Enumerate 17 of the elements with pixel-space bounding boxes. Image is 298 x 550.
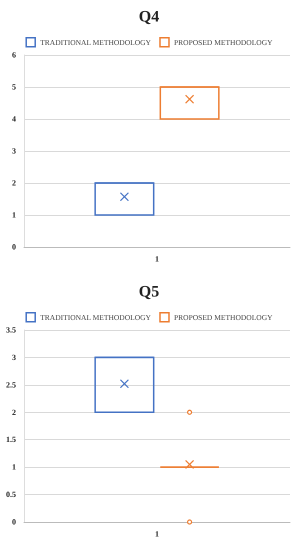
y-tick-label: 3 <box>12 146 16 156</box>
y-tick-label: 0 <box>12 242 16 252</box>
chart-title: Q5 <box>138 284 160 300</box>
y-tick-label: 6 <box>12 50 16 60</box>
y-tick-label: 1 <box>12 210 16 220</box>
y-tick-label: 5 <box>12 82 16 92</box>
y-tick-label: 4 <box>12 114 16 124</box>
y-tick-label: 0 <box>12 518 16 526</box>
y-tick-label: 3 <box>12 352 16 362</box>
y-tick-label: 1.5 <box>6 435 16 444</box>
y-tick-label: 2 <box>12 178 16 188</box>
y-tick-label: 2 <box>12 408 16 417</box>
y-tick-label: 0.5 <box>6 490 16 500</box>
y-tick-label: 1 <box>12 462 16 472</box>
y-tick-label: 2.5 <box>6 380 16 390</box>
chart-title: Q4 <box>138 8 160 26</box>
y-tick-label: 3.5 <box>6 326 16 334</box>
